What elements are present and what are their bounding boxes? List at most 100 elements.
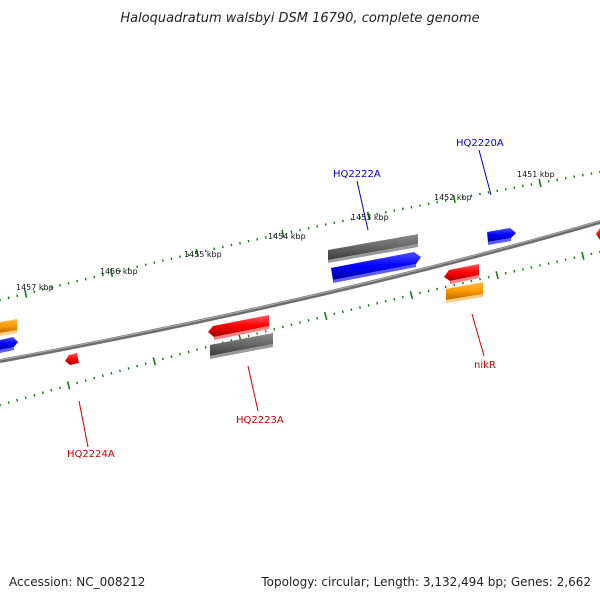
tick-mark-inner <box>479 277 481 281</box>
tick-mark-inner <box>401 295 404 299</box>
tick-mark-outer <box>436 200 439 204</box>
tick-mark-inner <box>350 308 353 311</box>
tick-mark-inner <box>307 319 310 322</box>
tick-mark-outer <box>213 247 216 251</box>
tick-mark-outer <box>461 195 464 199</box>
tick-mark-inner <box>16 398 19 402</box>
tick-mark-outer <box>76 279 79 283</box>
tick-mark-outer <box>366 211 371 220</box>
tick-mark-outer <box>127 267 130 271</box>
gene-label-hq2220a[interactable]: HQ2220A <box>456 138 504 149</box>
tick-mark-outer <box>504 187 507 191</box>
tick-mark-outer <box>384 210 387 214</box>
tick-mark-inner <box>513 269 516 273</box>
tick-mark-inner <box>281 325 284 329</box>
cds-hq2220a[interactable] <box>487 228 516 245</box>
tick-mark-outer <box>530 183 533 186</box>
feature-nikr-other[interactable] <box>446 282 483 303</box>
tick-mark-outer <box>496 189 499 193</box>
tick-mark-inner <box>7 401 10 404</box>
tick-mark-outer <box>419 204 421 207</box>
cds-hq2223a[interactable] <box>208 315 269 340</box>
tick-mark-outer <box>33 290 36 293</box>
cds-forward-left-edge[interactable] <box>0 337 18 353</box>
tick-mark-inner <box>341 310 344 314</box>
tick-mark-outer <box>119 269 121 273</box>
tick-label-1456: 1456 kbp <box>100 267 138 276</box>
tick-label-1457: 1457 kbp <box>16 283 54 292</box>
tick-mark-outer <box>281 229 285 238</box>
tick-mark-inner <box>419 291 421 295</box>
cds-reverse-right-edge[interactable] <box>596 228 600 240</box>
tick-mark-outer <box>67 281 70 285</box>
tick-mark-outer <box>538 178 542 188</box>
tick-mark-outer <box>7 296 10 300</box>
cds-hq2224a[interactable] <box>65 353 79 365</box>
tick-mark-outer <box>564 176 567 180</box>
tick-mark-inner <box>196 348 199 351</box>
tick-mark-inner <box>76 381 79 385</box>
tick-mark-inner <box>316 316 319 320</box>
tick-mark-inner <box>556 260 559 263</box>
gene-hq2223a[interactable] <box>210 333 273 359</box>
tick-mark-inner <box>393 297 396 301</box>
tick-mark-inner <box>504 271 507 275</box>
tick-mark-inner <box>273 327 276 331</box>
gene-label-hq2224a[interactable]: HQ2224A <box>67 449 115 460</box>
tick-mark-outer <box>324 223 327 226</box>
tick-mark-outer <box>264 236 267 239</box>
genome-backbone-highlight <box>0 220 600 361</box>
tick-mark-outer <box>307 226 310 230</box>
tick-mark-outer <box>109 268 114 277</box>
map-title: Haloquadratum walsbyi DSM 16790, complet… <box>120 11 479 26</box>
tick-mark-outer <box>195 248 199 257</box>
tick-mark-outer <box>136 265 139 269</box>
tick-mark-inner <box>101 374 104 378</box>
tick-mark-inner <box>427 289 430 293</box>
tick-mark-inner <box>247 334 250 338</box>
tick-mark-inner <box>136 364 139 368</box>
tick-mark-inner <box>323 311 328 321</box>
tick-mark-inner <box>110 371 113 375</box>
feature-other-left-edge[interactable] <box>0 319 17 336</box>
tick-mark-inner <box>256 332 259 335</box>
gene-label-hq2223a[interactable]: HQ2223A <box>236 415 284 426</box>
tick-mark-outer <box>444 199 447 202</box>
tick-mark-outer <box>573 175 576 179</box>
tick-mark-outer <box>170 257 173 261</box>
tick-label-1452: 1452 kbp <box>434 193 472 202</box>
tick-mark-outer <box>341 219 344 223</box>
tick-mark-outer <box>410 205 413 209</box>
leader-hq2224a <box>78 400 89 448</box>
tick-mark-outer <box>187 253 190 257</box>
tick-mark-inner <box>41 391 44 395</box>
tick-mark-outer <box>179 255 181 259</box>
tick-mark-inner <box>333 312 336 316</box>
tick-mark-outer <box>376 212 379 216</box>
tick-mark-inner <box>376 301 379 305</box>
gene-hq2222a[interactable] <box>328 234 418 263</box>
tick-label-1453: 1453 kbp <box>351 213 389 222</box>
gene-label-nikr[interactable]: nikR <box>474 360 496 371</box>
tick-mark-outer <box>221 245 224 249</box>
tick-mark-outer <box>479 192 481 196</box>
tick-mark-inner <box>530 266 533 269</box>
topology-label: Topology: circular; Length: 3,132,494 bp… <box>260 575 591 589</box>
tick-mark-inner <box>59 386 61 390</box>
tick-mark-outer <box>427 202 430 206</box>
tick-mark-outer <box>359 216 361 219</box>
tick-mark-outer <box>350 217 353 221</box>
leader-hq2222a <box>356 180 369 231</box>
gene-label-hq2222a[interactable]: HQ2222A <box>333 169 381 180</box>
cds-nikr[interactable] <box>444 264 479 284</box>
tick-mark-outer <box>290 230 293 234</box>
tick-mark-inner <box>461 281 464 285</box>
tick-mark-outer <box>247 239 250 243</box>
cds-hq2222a[interactable] <box>331 252 421 283</box>
tick-mark-inner <box>204 345 207 349</box>
tick-mark-outer <box>333 221 336 225</box>
tick-mark-inner <box>93 376 96 380</box>
tick-label-1451: 1451 kbp <box>517 170 555 179</box>
leader-nikr <box>471 313 485 357</box>
tick-mark-inner <box>539 264 541 267</box>
